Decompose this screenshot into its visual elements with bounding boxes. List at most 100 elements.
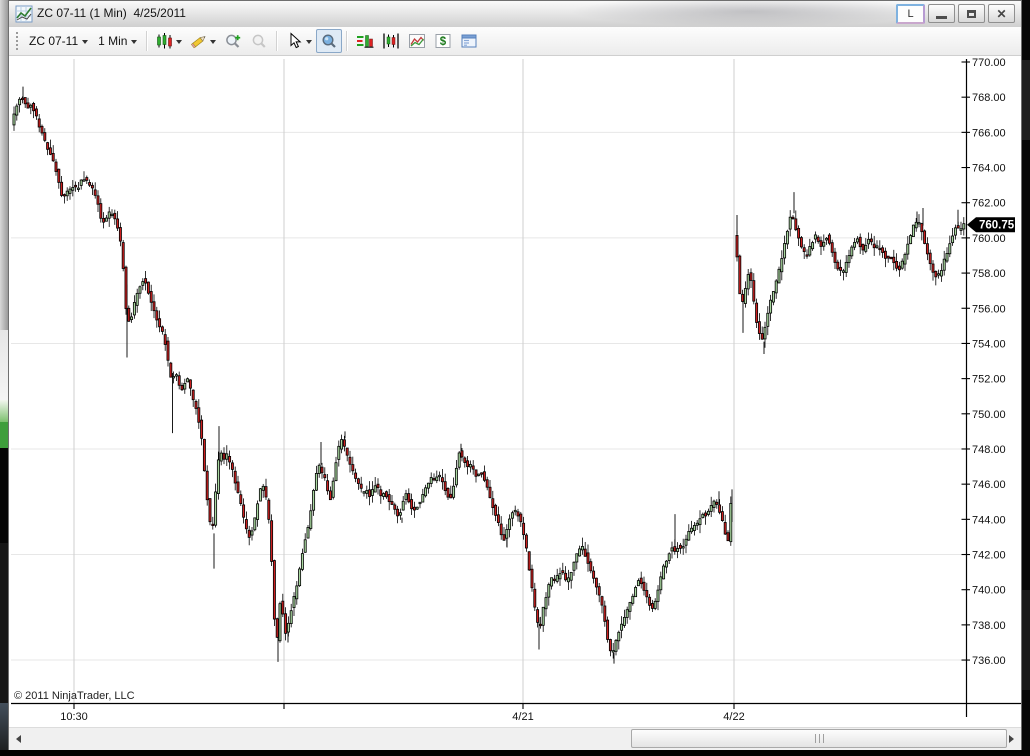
axis-lines (11, 59, 1021, 717)
background-window-edge (0, 330, 8, 400)
properties-panel-icon (461, 34, 477, 48)
toolbar-separator (146, 31, 149, 51)
toolbar-grip[interactable] (16, 32, 18, 50)
indicators-button[interactable] (404, 29, 430, 53)
chart-window: ZC 07-11 (1 Min) 4/25/2011 L ✕ ZC 07-11 … (8, 0, 1022, 750)
restore-icon (967, 9, 976, 18)
svg-text:768.00: 768.00 (972, 92, 1006, 104)
scroll-left-button[interactable] (10, 729, 27, 749)
svg-text:754.00: 754.00 (972, 338, 1006, 350)
svg-text:760.00: 760.00 (972, 233, 1006, 245)
svg-text:764.00: 764.00 (972, 163, 1006, 175)
chevron-down-icon (131, 40, 138, 44)
horizontal-scrollbar[interactable] (9, 727, 1021, 750)
zoom-in-icon (226, 34, 241, 48)
desktop-left-strip (0, 0, 8, 756)
svg-text:762.00: 762.00 (972, 198, 1006, 210)
candlestick-style-icon (157, 33, 173, 49)
link-button-label: L (907, 8, 914, 20)
dollar-glyph: $ (440, 36, 447, 48)
svg-text:766.00: 766.00 (972, 127, 1006, 139)
svg-text:4/22: 4/22 (723, 711, 744, 723)
pencil-icon (191, 36, 207, 49)
price-axis[interactable]: 770.00 768.00 766.00 764.00 762.00 760.00 758.… (961, 57, 1006, 667)
svg-text:770.00: 770.00 (972, 57, 1006, 69)
time-axis[interactable]: 10:30 4/21 4/22 (60, 703, 745, 723)
properties-button[interactable] (456, 29, 482, 53)
interval-dropdown[interactable]: 1 Min (93, 32, 142, 50)
svg-text:756.00: 756.00 (972, 303, 1006, 315)
last-price-tag: 760.75 (967, 217, 1015, 233)
gridlines (11, 59, 966, 703)
svg-text:760.75: 760.75 (979, 220, 1015, 232)
svg-text:4/21: 4/21 (512, 711, 533, 723)
background-dark-area (0, 543, 8, 703)
chart-style-button[interactable] (152, 29, 186, 53)
zoom-out-button[interactable] (246, 29, 272, 53)
candlestick-chart[interactable]: 770.00 768.00 766.00 764.00 762.00 760.00 758.… (9, 56, 1021, 727)
close-button[interactable]: ✕ (988, 4, 1015, 23)
background-dark-area (1022, 590, 1030, 690)
data-series-button[interactable] (352, 29, 378, 53)
scroll-right-button[interactable] (1003, 729, 1020, 749)
instrument-label: ZC 07-11 (29, 34, 79, 48)
arrow-left-icon (16, 735, 21, 743)
chart-panel[interactable]: 770.00 768.00 766.00 764.00 762.00 760.00 758.… (9, 56, 1021, 727)
chart-window-icon (15, 5, 33, 23)
svg-text:742.00: 742.00 (972, 550, 1006, 562)
long-wicks (22, 86, 959, 664)
chart-trader-icon (383, 33, 400, 49)
copyright-label: © 2011 NinjaTrader, LLC (14, 690, 135, 702)
chevron-down-icon (82, 40, 89, 44)
data-series-icon (357, 35, 374, 48)
cursor-tool-button[interactable] (282, 29, 316, 53)
toolbar-separator (346, 31, 349, 51)
background-dark-area (0, 703, 8, 756)
candles (12, 96, 966, 659)
svg-text:750.00: 750.00 (972, 409, 1006, 421)
scrollbar-grip-icon (814, 734, 824, 743)
zoom-window-button[interactable] (316, 29, 343, 53)
desktop-right-strip (1022, 0, 1030, 756)
close-icon: ✕ (996, 6, 1007, 21)
drawing-tools-button[interactable] (186, 29, 220, 53)
svg-text:758.00: 758.00 (972, 268, 1006, 280)
minimize-icon (936, 16, 947, 19)
desktop-bottom-strip (0, 750, 1030, 756)
chevron-down-icon (176, 40, 183, 44)
pointer-icon (290, 32, 302, 49)
zoom-in-button[interactable] (220, 29, 246, 53)
svg-text:744.00: 744.00 (972, 514, 1006, 526)
chart-trader-button[interactable] (378, 29, 404, 53)
background-dark-area (0, 448, 8, 543)
account-button[interactable]: $ (430, 29, 456, 53)
chevron-down-icon (210, 40, 217, 44)
titlebar[interactable]: ZC 07-11 (1 Min) 4/25/2011 L ✕ (9, 1, 1021, 28)
background-window-edge (0, 0, 8, 330)
svg-text:736.00: 736.00 (972, 655, 1006, 667)
chart-toolbar: ZC 07-11 1 Min (9, 27, 1021, 56)
scrollbar-thumb[interactable] (631, 729, 1007, 748)
svg-text:752.00: 752.00 (972, 374, 1006, 386)
dollar-icon: $ (435, 34, 451, 48)
svg-text:746.00: 746.00 (972, 479, 1006, 491)
window-controls: L ✕ (896, 4, 1015, 24)
window-title: ZC 07-11 (1 Min) 4/25/2011 (37, 6, 186, 20)
titlebar-reflection (569, 1, 899, 27)
chevron-down-icon (306, 40, 313, 44)
restore-button[interactable] (958, 4, 985, 23)
link-button[interactable]: L (896, 4, 925, 24)
interval-label: 1 Min (98, 34, 128, 48)
svg-text:740.00: 740.00 (972, 585, 1006, 597)
minimize-button[interactable] (928, 4, 955, 23)
zoom-out-icon (253, 34, 267, 48)
indicators-icon (409, 34, 426, 48)
toolbar-separator (276, 31, 279, 51)
instrument-dropdown[interactable]: ZC 07-11 (24, 32, 93, 50)
magnifier-icon (322, 34, 337, 48)
svg-text:738.00: 738.00 (972, 620, 1006, 632)
svg-text:748.00: 748.00 (972, 444, 1006, 456)
arrow-right-icon (1009, 735, 1014, 743)
background-dark-area (1022, 60, 1030, 140)
